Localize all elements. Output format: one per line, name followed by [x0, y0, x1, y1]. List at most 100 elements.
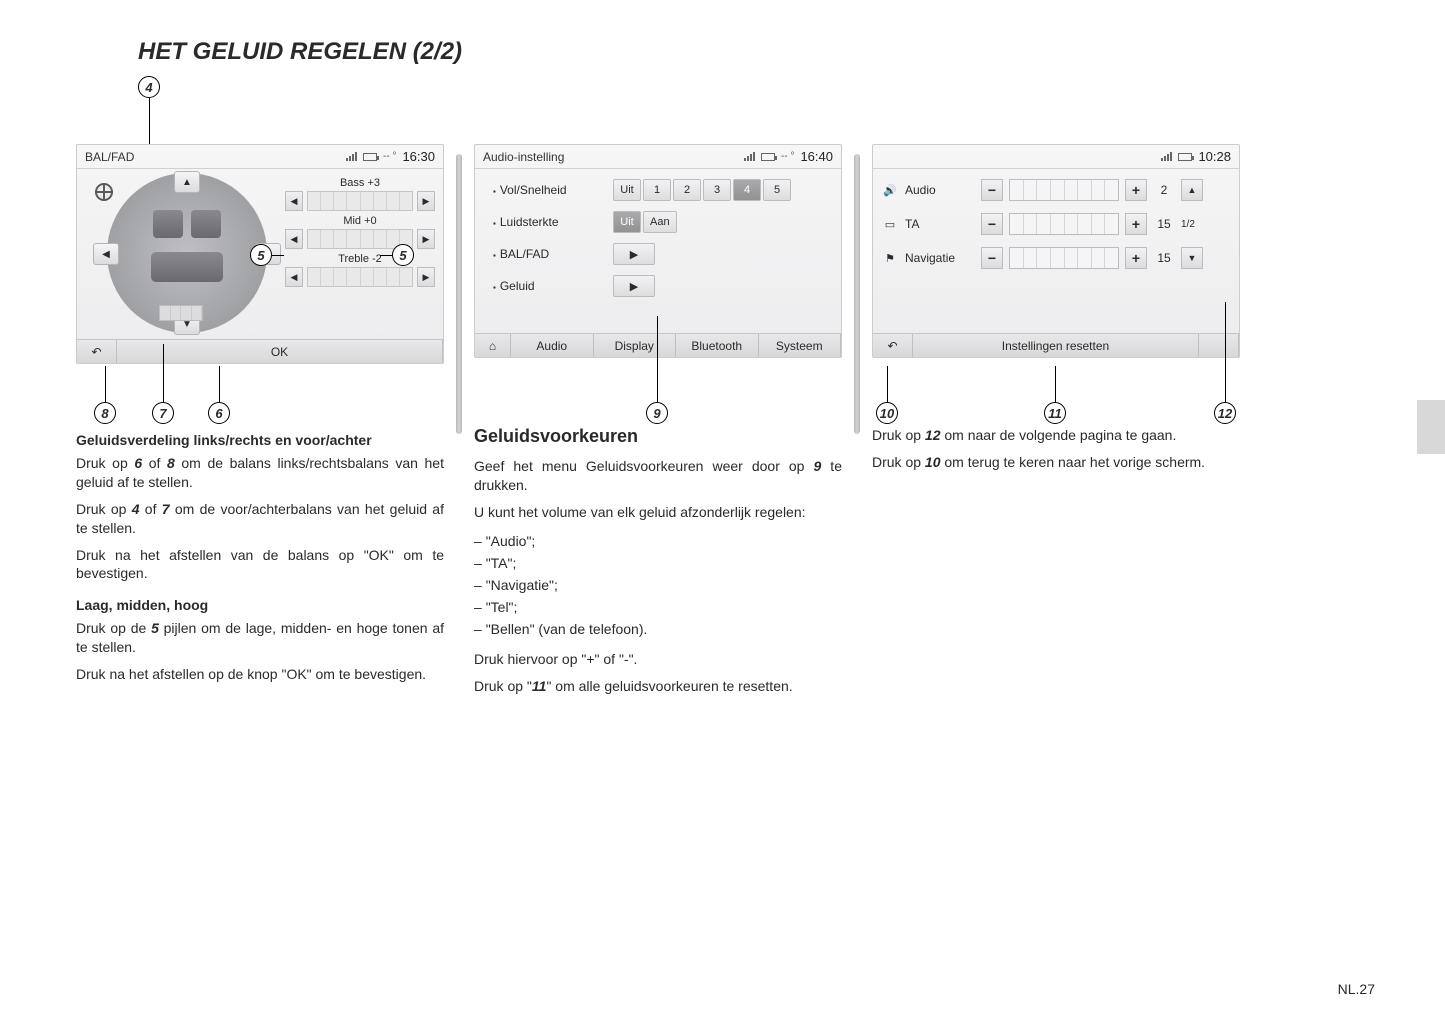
- vs-1[interactable]: 1: [643, 179, 671, 201]
- page-up[interactable]: ▲: [1181, 179, 1203, 201]
- page-indicator: 1/2: [1181, 219, 1195, 230]
- nav-value: 15: [1153, 251, 1175, 265]
- spacer: [1199, 334, 1239, 357]
- audio-minus[interactable]: −: [981, 179, 1003, 201]
- nav-slider[interactable]: [1009, 247, 1119, 269]
- crosshair-icon[interactable]: [95, 183, 113, 201]
- seat-rear: [151, 252, 223, 282]
- vs-2[interactable]: 2: [673, 179, 701, 201]
- p-back: Druk op 10 om terug te keren naar het vo…: [872, 453, 1240, 472]
- time: 10:28: [1198, 149, 1231, 164]
- treble-slider[interactable]: [307, 267, 413, 287]
- list-item: "Tel";: [474, 596, 842, 618]
- list-item: "Bellen" (van de telefoon).: [474, 618, 842, 640]
- row-audio: Audio: [905, 183, 975, 197]
- p-tone: Druk op de 5 pijlen om de lage, midden- …: [76, 619, 444, 657]
- bass-minus[interactable]: ◀: [285, 191, 303, 211]
- back-button[interactable]: ↶: [77, 340, 117, 363]
- screen-volume-prefs: 10:28 🔊 Audio − + 2 ▲ ▭ TA: [872, 144, 1240, 358]
- bass-slider[interactable]: [307, 191, 413, 211]
- seat-front-left: [153, 210, 183, 238]
- p-volume: U kunt het volume van elk geluid afzonde…: [474, 503, 842, 522]
- balfad-enter[interactable]: ▶: [613, 243, 655, 265]
- callout-line: [219, 366, 220, 402]
- tab-audio[interactable]: Audio: [511, 334, 594, 357]
- p-ok2: Druk na het afstellen op de knop "OK" om…: [76, 665, 444, 684]
- callout-line: [105, 366, 106, 402]
- vs-4[interactable]: 4: [733, 179, 761, 201]
- reset-button[interactable]: Instellingen resetten: [913, 334, 1199, 357]
- row-geluid: Geluid: [500, 279, 535, 293]
- list-item: "TA";: [474, 552, 842, 574]
- column-divider: [854, 154, 860, 434]
- screen-audio-settings: Audio-instelling -- ° 16:40 ▪Vol/Snelhei…: [474, 144, 842, 358]
- nav-icon: ⚑: [881, 252, 899, 265]
- row-navigatie: Navigatie: [905, 251, 975, 265]
- ta-icon: ▭: [881, 218, 899, 231]
- back-button[interactable]: ↶: [873, 334, 913, 357]
- callout-5b: 5: [392, 244, 414, 266]
- ta-slider[interactable]: [1009, 213, 1119, 235]
- tab-display[interactable]: Display: [594, 334, 677, 357]
- bass-label: Bass +3: [285, 177, 435, 189]
- signal-icon: [744, 152, 755, 161]
- p-next: Druk op 12 om naar de volgende pagina te…: [872, 426, 1240, 445]
- p-reset: Druk op "11" om alle geluidsvoorkeuren t…: [474, 677, 842, 696]
- p-plusminus: Druk hiervoor op "+" of "-".: [474, 650, 842, 669]
- p-balance: Druk op 6 of 8 om de balans links/rechts…: [76, 454, 444, 492]
- battery-icon: [1178, 153, 1192, 161]
- vs-uit[interactable]: Uit: [613, 179, 641, 201]
- list-item: "Navigatie";: [474, 574, 842, 596]
- battery-icon: [363, 153, 377, 161]
- callout-5a: 5: [250, 244, 272, 266]
- signal-icon: [1161, 152, 1172, 161]
- vs-5[interactable]: 5: [763, 179, 791, 201]
- temp: -- °: [781, 151, 794, 162]
- audio-slider[interactable]: [1009, 179, 1119, 201]
- treble-minus[interactable]: ◀: [285, 267, 303, 287]
- page-number: NL.27: [1338, 981, 1375, 997]
- fade-up-button[interactable]: ▲: [174, 171, 200, 193]
- ok-button[interactable]: OK: [117, 340, 443, 363]
- callout-line: [380, 255, 392, 256]
- tab-systeem[interactable]: Systeem: [759, 334, 842, 357]
- seat-front-right: [191, 210, 221, 238]
- row-balfad: BAL/FAD: [500, 247, 549, 261]
- mid-plus[interactable]: ▶: [417, 229, 435, 249]
- column-divider: [456, 154, 462, 434]
- ls-uit[interactable]: Uit: [613, 211, 641, 233]
- sound-list: "Audio"; "TA"; "Navigatie"; "Tel"; "Bell…: [474, 530, 842, 640]
- row-luidsterkte: Luidsterkte: [500, 215, 559, 229]
- callout-line: [887, 366, 888, 402]
- tab-bluetooth[interactable]: Bluetooth: [676, 334, 759, 357]
- ta-plus[interactable]: +: [1125, 213, 1147, 235]
- ta-value: 15: [1153, 217, 1175, 231]
- nav-plus[interactable]: +: [1125, 247, 1147, 269]
- page-title: HET GELUID REGELEN (2/2): [138, 38, 1375, 66]
- page-down[interactable]: ▼: [1181, 247, 1203, 269]
- audio-plus[interactable]: +: [1125, 179, 1147, 201]
- callout-6: 6: [208, 402, 230, 424]
- row-ta: TA: [905, 217, 975, 231]
- audio-icon: 🔊: [881, 184, 899, 197]
- ta-minus[interactable]: −: [981, 213, 1003, 235]
- mini-slider: [159, 305, 203, 321]
- bass-plus[interactable]: ▶: [417, 191, 435, 211]
- temp: -- °: [383, 151, 396, 162]
- ls-aan[interactable]: Aan: [643, 211, 677, 233]
- callout-11: 11: [1044, 402, 1066, 424]
- audio-value: 2: [1153, 183, 1175, 197]
- geluid-enter[interactable]: ▶: [613, 275, 655, 297]
- row-volsnelheid: Vol/Snelheid: [500, 183, 567, 197]
- mid-label: Mid +0: [285, 215, 435, 227]
- thumb-tab: [1417, 400, 1445, 454]
- home-button[interactable]: ⌂: [475, 334, 511, 357]
- battery-icon: [761, 153, 775, 161]
- mid-minus[interactable]: ◀: [285, 229, 303, 249]
- vs-3[interactable]: 3: [703, 179, 731, 201]
- treble-plus[interactable]: ▶: [417, 267, 435, 287]
- time: 16:40: [800, 149, 833, 164]
- balance-left-button[interactable]: ◀: [93, 243, 119, 265]
- callout-8: 8: [94, 402, 116, 424]
- nav-minus[interactable]: −: [981, 247, 1003, 269]
